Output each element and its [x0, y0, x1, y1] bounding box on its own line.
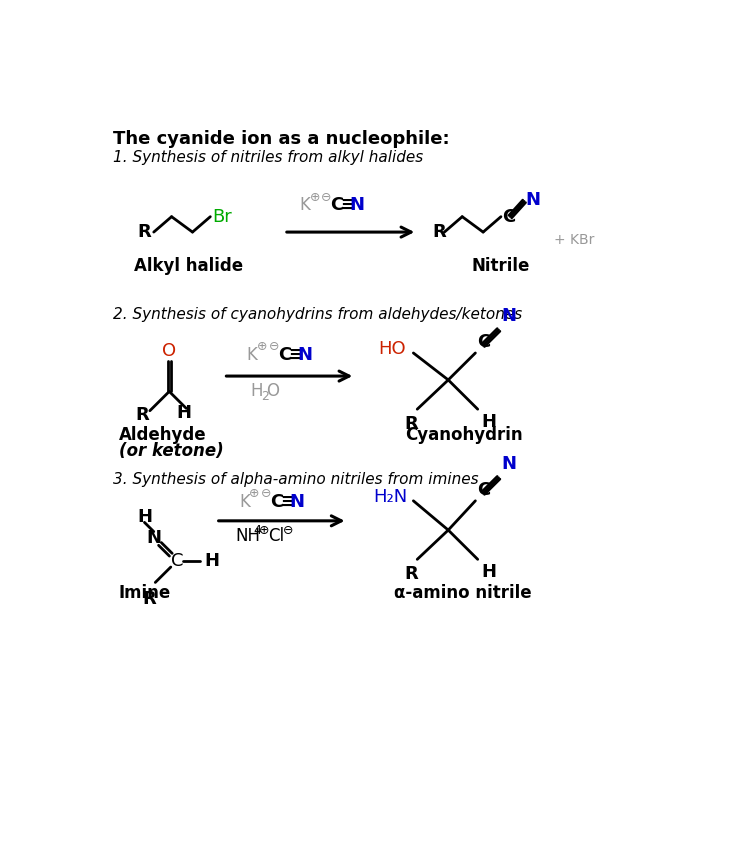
Text: C: C: [330, 196, 344, 214]
Text: The cyanide ion as a nucleophile:: The cyanide ion as a nucleophile:: [114, 129, 450, 148]
Text: H: H: [137, 508, 152, 526]
Text: Cl: Cl: [269, 527, 285, 545]
Text: 2: 2: [261, 390, 269, 403]
Text: HO: HO: [378, 340, 406, 358]
Text: H: H: [250, 383, 263, 401]
Text: K: K: [299, 196, 310, 214]
Text: N: N: [501, 455, 516, 473]
Text: Nitrile: Nitrile: [471, 257, 530, 275]
Text: H: H: [482, 413, 497, 431]
Text: + KBr: + KBr: [553, 233, 594, 247]
Text: K: K: [247, 346, 258, 364]
Text: R: R: [142, 590, 156, 608]
Text: R: R: [137, 223, 151, 241]
Text: N: N: [146, 529, 161, 547]
Text: Alkyl halide: Alkyl halide: [134, 257, 244, 275]
Text: ⊕: ⊕: [249, 487, 260, 501]
Text: H: H: [176, 404, 191, 422]
Text: (or ketone): (or ketone): [119, 442, 224, 460]
Text: O: O: [266, 383, 279, 401]
Text: ⊖: ⊖: [269, 341, 279, 354]
Text: ⊖: ⊖: [261, 487, 271, 501]
Text: R: R: [404, 566, 418, 584]
Text: H: H: [482, 563, 497, 581]
Text: ≡: ≡: [288, 346, 303, 364]
Text: 2. Synthesis of cyanohydrins from aldehydes/ketones: 2. Synthesis of cyanohydrins from aldehy…: [114, 306, 523, 322]
Text: N: N: [289, 492, 305, 510]
Text: ⊖: ⊖: [283, 525, 294, 538]
Text: ≡: ≡: [280, 492, 295, 510]
Text: Cyanohydrin: Cyanohydrin: [406, 426, 523, 444]
Text: R: R: [404, 415, 418, 433]
Text: ≡: ≡: [341, 196, 356, 214]
Text: N: N: [526, 191, 541, 209]
Text: Aldehyde: Aldehyde: [119, 426, 206, 444]
Text: K: K: [239, 492, 250, 510]
Text: C: C: [503, 208, 516, 226]
Text: ⊕: ⊕: [257, 341, 267, 354]
Text: ⊖: ⊖: [321, 191, 332, 204]
Text: 3. Synthesis of alpha-amino nitriles from imines: 3. Synthesis of alpha-amino nitriles fro…: [114, 473, 479, 487]
Text: ⊕: ⊕: [258, 525, 269, 538]
Text: H₂N: H₂N: [373, 488, 407, 506]
Text: NH: NH: [235, 527, 260, 545]
Text: H: H: [204, 552, 219, 570]
Text: C: C: [477, 481, 490, 499]
Text: R: R: [433, 223, 446, 241]
Text: N: N: [501, 307, 516, 325]
Text: C: C: [270, 492, 283, 510]
Text: R: R: [135, 406, 149, 424]
Text: 4: 4: [253, 525, 261, 538]
Text: N: N: [297, 346, 312, 364]
Text: ⊕: ⊕: [310, 191, 320, 204]
Text: α-amino nitrile: α-amino nitrile: [394, 584, 531, 602]
Text: Imine: Imine: [119, 584, 171, 602]
Text: N: N: [350, 196, 365, 214]
Text: C: C: [277, 346, 291, 364]
Text: 1. Synthesis of nitriles from alkyl halides: 1. Synthesis of nitriles from alkyl hali…: [114, 151, 424, 165]
Text: O: O: [162, 342, 176, 360]
Text: C: C: [477, 334, 490, 352]
Text: C: C: [171, 552, 184, 570]
Text: Br: Br: [212, 208, 232, 226]
